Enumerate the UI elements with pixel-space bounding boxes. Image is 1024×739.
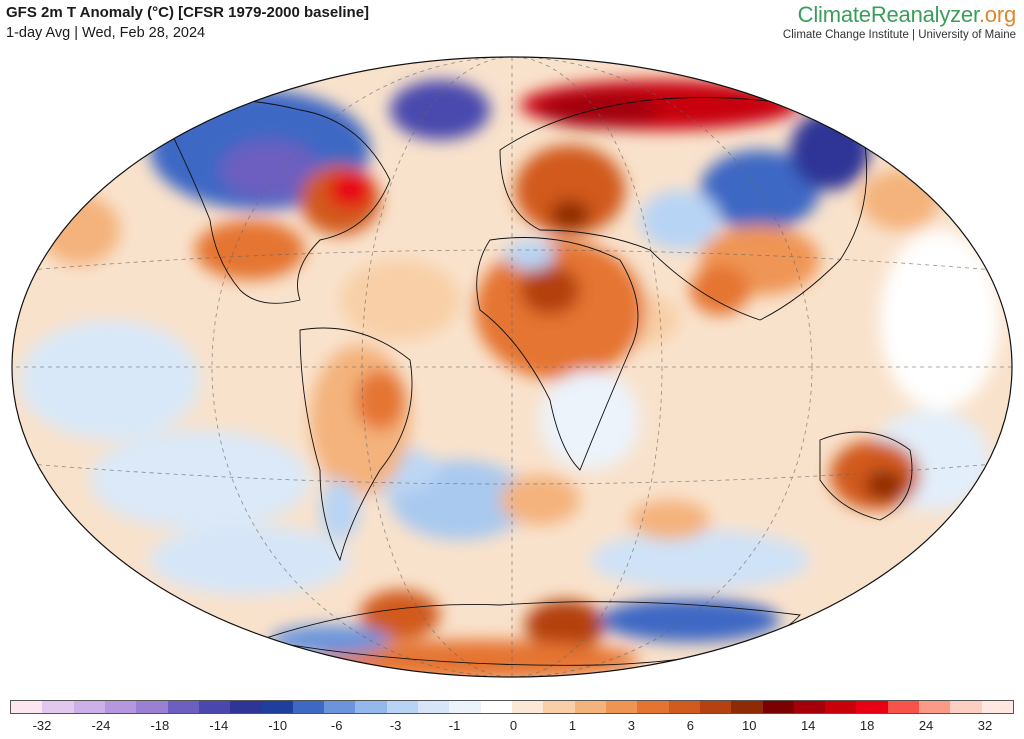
colorbar-swatch [825, 701, 857, 713]
colorbar-tick-label: -32 [32, 718, 52, 733]
colorbar-swatch [605, 701, 638, 713]
colorbar-swatch [668, 701, 700, 713]
colorbar-swatch [73, 701, 105, 713]
colorbar-tick-label: -3 [389, 718, 402, 733]
colorbar-swatch [104, 701, 137, 713]
colorbar-swatch [731, 701, 763, 713]
colorbar-tick-label: 3 [627, 718, 635, 733]
brand-name: ClimateReanalyzer [797, 2, 979, 27]
colorbar-swatch [950, 701, 982, 713]
colorbar-swatch [261, 701, 293, 713]
colorbar-swatches [10, 700, 1014, 714]
colorbar-tick-label: 6 [686, 718, 694, 733]
brand-affiliation: Climate Change Institute | University of… [782, 29, 1016, 41]
colorbar-swatch [230, 701, 262, 713]
colorbar-swatch [543, 701, 575, 713]
colorbar-tick-label: -1 [448, 718, 461, 733]
colorbar-swatch [981, 701, 1013, 713]
colorbar-tick-label: -6 [330, 718, 343, 733]
colorbar-tick-label: 24 [918, 718, 934, 733]
colorbar-tick-label: -10 [268, 718, 288, 733]
colorbar-swatch [418, 701, 450, 713]
brand-logo[interactable]: ClimateReanalyzer.org Climate Change Ins… [783, 2, 1016, 41]
colorbar-swatch [856, 701, 888, 713]
colorbar-tick-label: 10 [742, 718, 757, 733]
map-title: GFS 2m T Anomaly (°C) [CFSR 1979-2000 ba… [6, 4, 370, 21]
colorbar-tick-label: -18 [150, 718, 170, 733]
colorbar-swatch [512, 701, 544, 713]
colorbar-tick-label: 0 [509, 718, 518, 733]
colorbar-swatch [762, 701, 794, 713]
colorbar-tick-label: -24 [91, 718, 111, 733]
colorbar-swatch [480, 701, 512, 713]
colorbar-swatch [324, 701, 356, 713]
map-subtitle: 1-day Avg | Wed, Feb 28, 2024 [6, 25, 206, 41]
colorbar-swatch [11, 701, 43, 713]
colorbar-swatch [793, 701, 826, 713]
colorbar-swatch [198, 701, 231, 713]
colorbar-tick-label: 32 [977, 718, 993, 733]
colorbar-tick-label: 14 [800, 718, 816, 733]
colorbar-swatch [386, 701, 419, 713]
colorbar-swatch [42, 701, 74, 713]
colorbar-swatch [355, 701, 387, 713]
colorbar [10, 700, 1014, 714]
globe-outline [11, 56, 1013, 678]
colorbar-swatch [167, 701, 199, 713]
colorbar-swatch [699, 701, 732, 713]
brand-tld: .org [978, 2, 1016, 27]
colorbar-swatch [574, 701, 606, 713]
colorbar-swatch [887, 701, 920, 713]
colorbar-swatch [637, 701, 669, 713]
colorbar-tick-label: 18 [859, 718, 875, 733]
colorbar-swatch [292, 701, 325, 713]
colorbar-swatch [136, 701, 168, 713]
colorbar-tick-label: -14 [209, 718, 229, 733]
colorbar-swatch [919, 701, 951, 713]
colorbar-tick-labels: -32 -24 -18 -14 -10 -6 -3 -1 0 1 3 6 10 14 18 24 32 [10, 718, 1014, 736]
colorbar-tick-label: 1 [568, 718, 577, 733]
colorbar-swatch [449, 701, 481, 713]
